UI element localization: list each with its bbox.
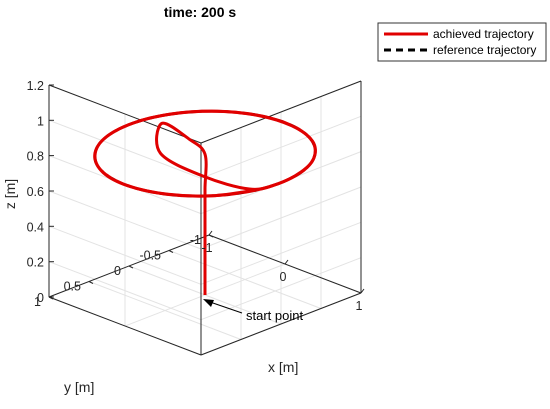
y-tick-label: -1 bbox=[190, 233, 201, 247]
z-tick-label: 1.2 bbox=[27, 79, 44, 93]
axis-edge bbox=[200, 80, 362, 144]
z-tick-label: 0 bbox=[37, 291, 44, 305]
x-tick-label: 1 bbox=[356, 299, 363, 313]
y-tick-label: 1 bbox=[34, 295, 41, 309]
x-tick-label: 0 bbox=[280, 270, 287, 284]
series-layer bbox=[93, 109, 317, 295]
y-tick-label: 0 bbox=[114, 264, 121, 278]
axis-edge bbox=[200, 292, 362, 356]
z-tick-label: 0.2 bbox=[27, 256, 44, 270]
x-tick-label: -1 bbox=[201, 241, 212, 255]
axis-edge bbox=[48, 296, 202, 356]
y-tick-label: -0.5 bbox=[139, 249, 161, 263]
start-point-label: start point bbox=[246, 308, 303, 323]
x-tick-mark bbox=[284, 259, 289, 265]
legend-label-achieved: achieved trajectory bbox=[433, 27, 534, 41]
chart-title: time: 200 s bbox=[164, 4, 237, 20]
y-tick-mark bbox=[88, 281, 94, 284]
axes-box bbox=[48, 80, 365, 356]
y-tick-label: 0.5 bbox=[64, 280, 81, 294]
z-tick-label: 1 bbox=[37, 114, 44, 128]
x-axis-label: x [m] bbox=[268, 359, 298, 375]
start-point-annotation: start point bbox=[203, 299, 303, 323]
z-tick-label: 0.8 bbox=[27, 150, 44, 164]
y-tick-mark bbox=[128, 265, 134, 269]
axis-edge bbox=[48, 84, 202, 144]
y-axis-label: y [m] bbox=[64, 379, 94, 395]
z-tick-label: 0.4 bbox=[27, 220, 44, 234]
z-tick-label: 0.6 bbox=[27, 185, 44, 199]
grid-line bbox=[168, 250, 322, 309]
y-tick-mark bbox=[208, 234, 214, 238]
legend-label-reference: reference trajectory bbox=[433, 43, 536, 57]
grid-line bbox=[88, 281, 242, 340]
z-axis-label: z [m] bbox=[2, 179, 18, 209]
legend: achieved trajectory reference trajectory bbox=[377, 22, 547, 62]
x-tick-mark bbox=[360, 288, 365, 294]
y-tick-mark bbox=[168, 250, 174, 253]
x-tick-mark bbox=[208, 230, 213, 236]
achieved-trajectory-line bbox=[93, 109, 317, 295]
